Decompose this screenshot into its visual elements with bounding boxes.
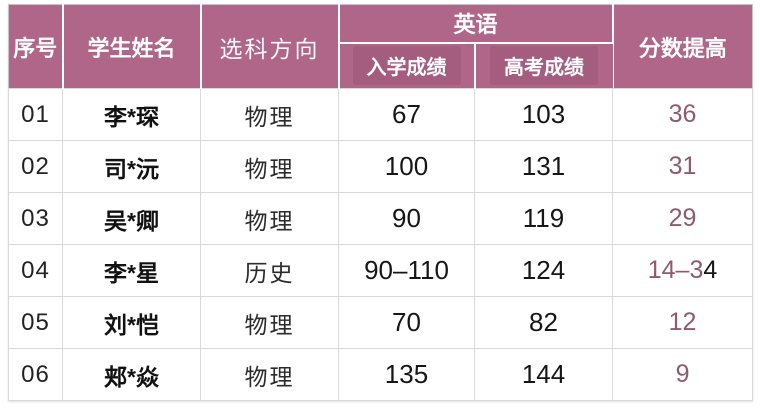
cell-gaokao-score: 119 bbox=[473, 192, 614, 245]
column-header-entry: 入学成绩 bbox=[338, 42, 476, 89]
cell-entry-score: 90–110 bbox=[338, 244, 475, 297]
cell-student-name: 司*沅 bbox=[62, 140, 201, 193]
cell-score-improve: 36 bbox=[612, 88, 754, 141]
cell-student-name: 刘*恺 bbox=[62, 296, 201, 349]
cell-entry-score: 70 bbox=[338, 296, 475, 349]
cell-track: 物理 bbox=[200, 296, 339, 349]
table-row: 02 司*沅 物理 100 131 31 bbox=[8, 140, 754, 193]
cell-track: 物理 bbox=[200, 192, 339, 245]
score-table: 序号 学生姓名 选科方向 英语 分数提高 入学成绩 高考成绩 01 李*琛 bbox=[8, 4, 754, 401]
cell-track: 物理 bbox=[200, 140, 339, 193]
cell-student-name: 李*琛 bbox=[62, 88, 201, 141]
cell-track: 历史 bbox=[200, 244, 339, 297]
header-row-top: 序号 学生姓名 选科方向 英语 分数提高 bbox=[8, 4, 753, 89]
cell-score-improve: 12 bbox=[612, 296, 754, 349]
table-row: 06 郏*焱 物理 135 144 9 bbox=[8, 348, 754, 401]
cell-no: 05 bbox=[8, 296, 63, 349]
column-group-english-label: 英语 bbox=[453, 12, 498, 38]
cell-gaokao-score: 144 bbox=[473, 348, 614, 401]
score-table-wrap: 序号 学生姓名 选科方向 英语 分数提高 入学成绩 高考成绩 01 李*琛 bbox=[8, 4, 754, 401]
cell-score-improve: 29 bbox=[612, 192, 754, 245]
column-header-improve: 分数提高 bbox=[612, 4, 753, 89]
cell-student-name: 李*星 bbox=[62, 244, 201, 297]
cell-track: 物理 bbox=[200, 88, 339, 141]
table-row: 01 李*琛 物理 67 103 36 bbox=[8, 88, 754, 141]
cell-entry-score: 90 bbox=[338, 192, 475, 245]
gaokao-score-chip: 高考成绩 bbox=[490, 46, 598, 86]
cell-gaokao-score: 124 bbox=[473, 244, 614, 297]
cell-gaokao-score: 131 bbox=[473, 140, 614, 193]
cell-score-improve: 9 bbox=[612, 348, 754, 401]
cell-no: 01 bbox=[8, 88, 63, 141]
cell-no: 04 bbox=[8, 244, 63, 297]
header-row-sub: 入学成绩 高考成绩 bbox=[9, 42, 753, 89]
table-body: 01 李*琛 物理 67 103 36 02 司*沅 物理 100 131 31… bbox=[8, 88, 754, 401]
cell-entry-score: 100 bbox=[338, 140, 475, 193]
cell-score-improve: 31 bbox=[612, 140, 754, 193]
entry-score-chip: 入学成绩 bbox=[352, 46, 461, 86]
table-row: 03 吴*卿 物理 90 119 29 bbox=[8, 192, 754, 245]
cell-entry-score: 67 bbox=[338, 88, 475, 141]
cell-entry-score: 135 bbox=[338, 348, 475, 401]
cell-gaokao-score: 82 bbox=[473, 296, 614, 349]
table-header: 序号 学生姓名 选科方向 英语 分数提高 入学成绩 高考成绩 bbox=[8, 4, 753, 89]
column-header-name: 学生姓名 bbox=[62, 4, 202, 89]
cell-no: 02 bbox=[8, 140, 63, 193]
cell-student-name: 郏*焱 bbox=[62, 348, 201, 401]
cell-no: 03 bbox=[8, 192, 63, 245]
column-header-gaokao: 高考成绩 bbox=[474, 42, 613, 89]
table-row: 04 李*星 历史 90–110 124 14–34 bbox=[8, 244, 754, 297]
cell-gaokao-score: 103 bbox=[473, 88, 614, 141]
cell-score-improve: 14–34 bbox=[612, 244, 754, 297]
column-group-english: 英语 bbox=[338, 4, 614, 45]
cell-no: 06 bbox=[8, 348, 63, 401]
cell-student-name: 吴*卿 bbox=[62, 192, 201, 245]
cell-track: 物理 bbox=[200, 348, 339, 401]
table-row: 05 刘*恺 物理 70 82 12 bbox=[8, 296, 754, 349]
column-header-track: 选科方向 bbox=[200, 4, 340, 89]
column-header-no: 序号 bbox=[8, 4, 64, 89]
